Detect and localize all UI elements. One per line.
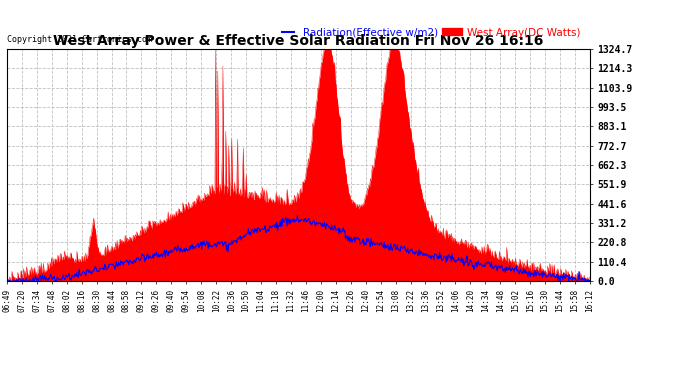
Text: Copyright 2021 Cartronics.com: Copyright 2021 Cartronics.com — [7, 35, 152, 44]
Title: West Array Power & Effective Solar Radiation Fri Nov 26 16:16: West Array Power & Effective Solar Radia… — [53, 34, 544, 48]
Legend: Radiation(Effective w/m2), West Array(DC Watts): Radiation(Effective w/m2), West Array(DC… — [278, 24, 584, 42]
